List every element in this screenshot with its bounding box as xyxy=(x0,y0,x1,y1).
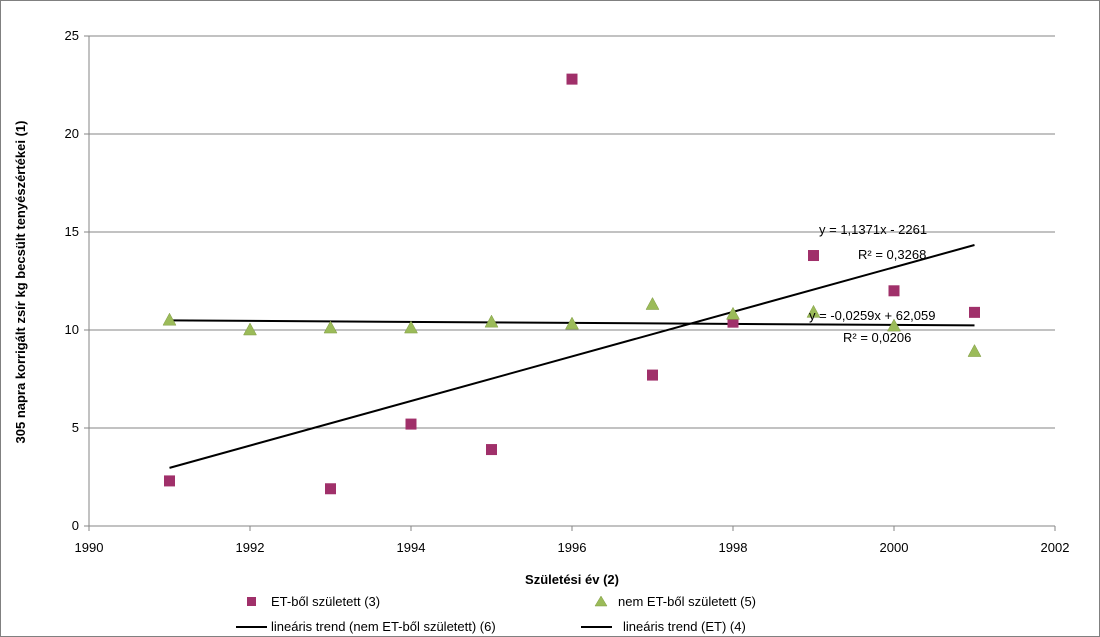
x-tick-label-2002: 2002 xyxy=(1041,540,1070,555)
trendlines xyxy=(169,244,975,469)
legend-label-nem-et: nem ET-ből született (5) xyxy=(618,594,756,609)
x-tick-label-1990: 1990 xyxy=(75,540,104,555)
legend: ET-ből született (3) nem ET-ből születet… xyxy=(236,594,756,634)
trend-equation-1: y = 1,1371x - 2261 xyxy=(819,222,927,237)
axes xyxy=(84,35,1056,531)
y-tick-label-0: 0 xyxy=(72,518,79,533)
point-series0-8 xyxy=(888,285,900,297)
point-series1-10 xyxy=(967,344,982,357)
point-series0-1 xyxy=(325,483,336,495)
y-tick-labels: 0 5 10 15 20 25 xyxy=(65,28,79,533)
point-series0-7 xyxy=(808,250,819,262)
point-series0-2 xyxy=(405,418,417,430)
x-tick-label-2000: 2000 xyxy=(880,540,909,555)
trendline-1 xyxy=(169,244,975,469)
point-series1-0 xyxy=(162,312,177,326)
y-tick-label-20: 20 xyxy=(65,126,79,141)
x-tick-label-1992: 1992 xyxy=(236,540,265,555)
point-series1-4 xyxy=(484,314,499,328)
legend-marker-et xyxy=(247,597,256,606)
x-tick-labels: 1990 1992 1994 1996 1998 2000 2002 xyxy=(75,540,1070,555)
y-tick-label-10: 10 xyxy=(65,322,79,337)
y-tick-label-15: 15 xyxy=(65,224,79,239)
point-series1-6 xyxy=(645,296,660,310)
x-axis-title: Születési év (2) xyxy=(525,572,619,587)
point-series0-3 xyxy=(486,444,497,456)
trend-r2-1: R² = 0,3268 xyxy=(858,247,926,262)
trend-r2-0: R² = 0,0206 xyxy=(843,330,911,345)
point-series1-7 xyxy=(726,306,740,320)
point-series0-9 xyxy=(969,306,980,318)
point-series0-4 xyxy=(566,73,578,85)
point-series0-0 xyxy=(164,475,175,487)
point-series1-1 xyxy=(243,322,257,336)
trend-annotations: y = -0,0259x + 62,059 R² = 0,0206 y = 1,13… xyxy=(809,222,935,345)
point-series1-2 xyxy=(323,320,338,334)
legend-label-trend-nem-et: lineáris trend (nem ET-ből született) (6… xyxy=(271,619,496,634)
point-series0-5 xyxy=(647,369,658,381)
point-series0-6 xyxy=(727,316,739,328)
y-tick-label-25: 25 xyxy=(65,28,79,43)
trend-equation-0: y = -0,0259x + 62,059 xyxy=(809,308,935,323)
x-tick-label-1998: 1998 xyxy=(719,540,748,555)
y-tick-label-5: 5 xyxy=(72,420,79,435)
data-points xyxy=(162,73,982,495)
point-series1-5 xyxy=(565,316,579,330)
point-series1-3 xyxy=(404,320,418,334)
x-tick-label-1994: 1994 xyxy=(397,540,426,555)
legend-label-trend-et: lineáris trend (ET) (4) xyxy=(623,619,746,634)
legend-label-et: ET-ből született (3) xyxy=(271,594,380,609)
x-tick-label-1996: 1996 xyxy=(558,540,587,555)
legend-marker-nem-et xyxy=(594,595,608,607)
point-series1-9 xyxy=(887,318,901,332)
point-series1-8 xyxy=(806,304,821,318)
y-axis-title: 305 napra korrigált zsír kg becsült teny… xyxy=(13,121,28,444)
